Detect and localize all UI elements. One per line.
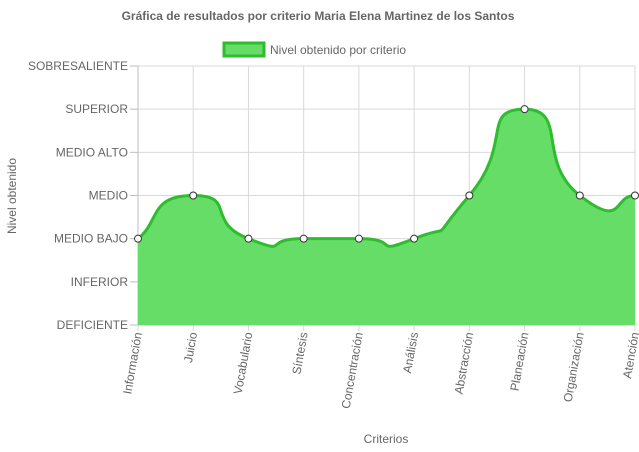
- x-tick-label: Abstracción: [452, 331, 477, 395]
- data-point-Planeación[interactable]: [520, 105, 529, 114]
- x-tick-label: Síntesis: [289, 331, 310, 375]
- y-tick-label: MEDIO BAJO: [54, 232, 128, 246]
- x-tick-label: Análisis: [400, 331, 421, 374]
- x-axis-title: Criterios: [364, 432, 409, 446]
- data-point-Síntesis[interactable]: [299, 234, 308, 243]
- y-tick-label: MEDIO ALTO: [56, 145, 128, 159]
- legend-swatch[interactable]: [222, 41, 266, 58]
- point-layer: [134, 105, 639, 243]
- chart-title: Gráfica de resultados por criterio Maria…: [122, 9, 515, 23]
- y-tick-label: DEFICIENTE: [57, 318, 128, 332]
- x-tick-label: Juicio: [181, 331, 200, 364]
- y-tick-label: INFERIOR: [71, 275, 129, 289]
- series-line: [137, 107, 636, 248]
- data-point-Organización[interactable]: [575, 191, 584, 200]
- x-tick-label: Atención: [620, 331, 639, 379]
- x-tick-label: Organización: [561, 331, 587, 403]
- data-point-Concentración[interactable]: [354, 234, 363, 243]
- y-axis-title: Nivel obtenido: [5, 158, 19, 234]
- legend-label[interactable]: Nivel obtenido por criterio: [270, 43, 406, 57]
- x-tick-label: Información: [120, 331, 145, 395]
- data-point-Juicio[interactable]: [189, 191, 198, 200]
- y-tick-label: MEDIO: [89, 189, 128, 203]
- x-tick-label: Vocabulario: [231, 331, 256, 396]
- x-tick-labels: Información Juicio Vocabulario Síntesis Conc…: [120, 331, 639, 410]
- data-point-Información[interactable]: [134, 234, 142, 243]
- legend[interactable]: Nivel obtenido por criterio: [222, 41, 406, 58]
- data-point-Vocabulario[interactable]: [244, 234, 253, 243]
- data-point-Abstracción[interactable]: [465, 191, 474, 200]
- data-point-Atención[interactable]: [631, 191, 639, 200]
- y-tick-label: SUPERIOR: [65, 102, 128, 116]
- series-area-fill: [138, 109, 635, 326]
- x-tick-label: Concentración: [339, 331, 366, 410]
- data-point-Análisis[interactable]: [410, 234, 419, 243]
- area-layer: [137, 107, 636, 326]
- y-tick-label: SOBRESALIENTE: [28, 59, 128, 73]
- y-tick-labels: DEFICIENTE INFERIOR MEDIO BAJO MEDIO MEDIO A…: [28, 59, 128, 332]
- x-tick-label: Planeación: [507, 331, 531, 392]
